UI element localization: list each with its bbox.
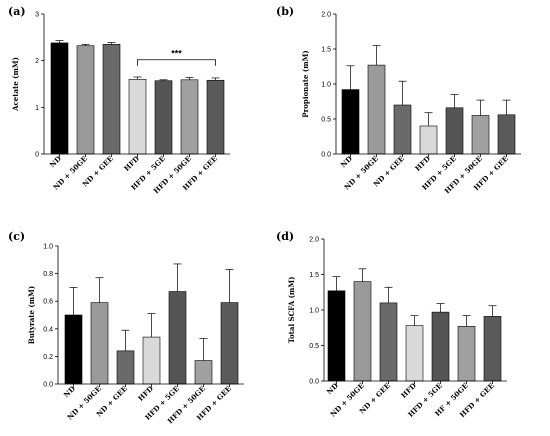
panel-label: (b) — [276, 5, 294, 18]
y-tick-label: 1.0 — [43, 244, 53, 251]
y-tick-label: 1.0 — [309, 308, 319, 315]
bar-1 — [367, 64, 386, 155]
y-tick-label: 1.5 — [309, 272, 319, 279]
bar-5 — [471, 115, 490, 155]
y-tick-label: 0.2 — [43, 354, 53, 361]
bar-4 — [431, 311, 450, 382]
bar-1 — [353, 281, 372, 382]
bar-2 — [379, 302, 398, 382]
y-tick-label: 0.0 — [321, 152, 331, 159]
y-axis-label: Acetate (mM) — [11, 57, 20, 112]
bar-3 — [128, 79, 147, 155]
bar-2 — [102, 44, 121, 155]
bar-1 — [90, 302, 109, 385]
bar-5 — [457, 326, 476, 382]
bar-6 — [497, 114, 516, 155]
x-tick-label: ND — [325, 381, 340, 396]
significance-label: *** — [171, 49, 182, 59]
bar-5 — [180, 79, 199, 155]
bar-6 — [220, 302, 239, 385]
bar-6 — [483, 316, 502, 382]
x-tick-label: HFD — [122, 154, 141, 173]
y-tick-label: 0.0 — [43, 382, 53, 389]
bar-1 — [76, 45, 95, 155]
significance-bracket — [137, 59, 216, 66]
x-tick-label: HFD — [413, 154, 432, 173]
bar-2 — [393, 104, 412, 155]
y-tick-label: 1.0 — [321, 82, 331, 89]
y-axis-label: Propionate (mM) — [301, 50, 310, 117]
y-tick-label: 2.0 — [321, 12, 331, 19]
x-tick-label: ND — [339, 154, 354, 169]
y-axis-label: Butyrate (mM) — [27, 286, 36, 344]
y-tick-label: 2 — [35, 58, 39, 65]
y-tick-label: 0.5 — [321, 117, 331, 124]
bar-3 — [405, 325, 424, 382]
bar-0 — [327, 290, 346, 382]
bar-4 — [154, 80, 173, 155]
y-tick-label: 0.8 — [43, 271, 53, 278]
x-tick-label: ND — [48, 154, 63, 169]
bar-3 — [142, 336, 161, 385]
bar-3 — [419, 125, 438, 155]
bar-5 — [194, 360, 213, 385]
bar-0 — [50, 42, 69, 155]
bar-2 — [116, 350, 135, 385]
bar-4 — [168, 291, 187, 385]
y-tick-label: 0 — [35, 152, 39, 159]
bar-4 — [445, 107, 464, 155]
bar-0 — [341, 89, 360, 155]
x-tick-label: HFD — [399, 381, 418, 400]
x-tick-label: ND — [62, 384, 77, 399]
y-tick-label: 1 — [35, 105, 39, 112]
y-tick-label: 2.0 — [309, 237, 319, 244]
bar-0 — [64, 314, 83, 385]
panel-label: (d) — [276, 230, 294, 243]
y-tick-label: 1.5 — [321, 47, 331, 54]
y-tick-label: 0.5 — [309, 343, 319, 350]
y-tick-label: 0.0 — [309, 379, 319, 386]
y-axis-label: Total SCFA (mM) — [287, 277, 296, 344]
panel-label: (c) — [8, 230, 25, 243]
y-tick-label: 3 — [35, 12, 39, 19]
y-tick-label: 0.6 — [43, 299, 53, 306]
bar-6 — [206, 79, 225, 155]
y-tick-label: 0.4 — [43, 326, 53, 333]
panel-label: (a) — [8, 5, 26, 18]
x-tick-label: HFD — [136, 384, 155, 403]
